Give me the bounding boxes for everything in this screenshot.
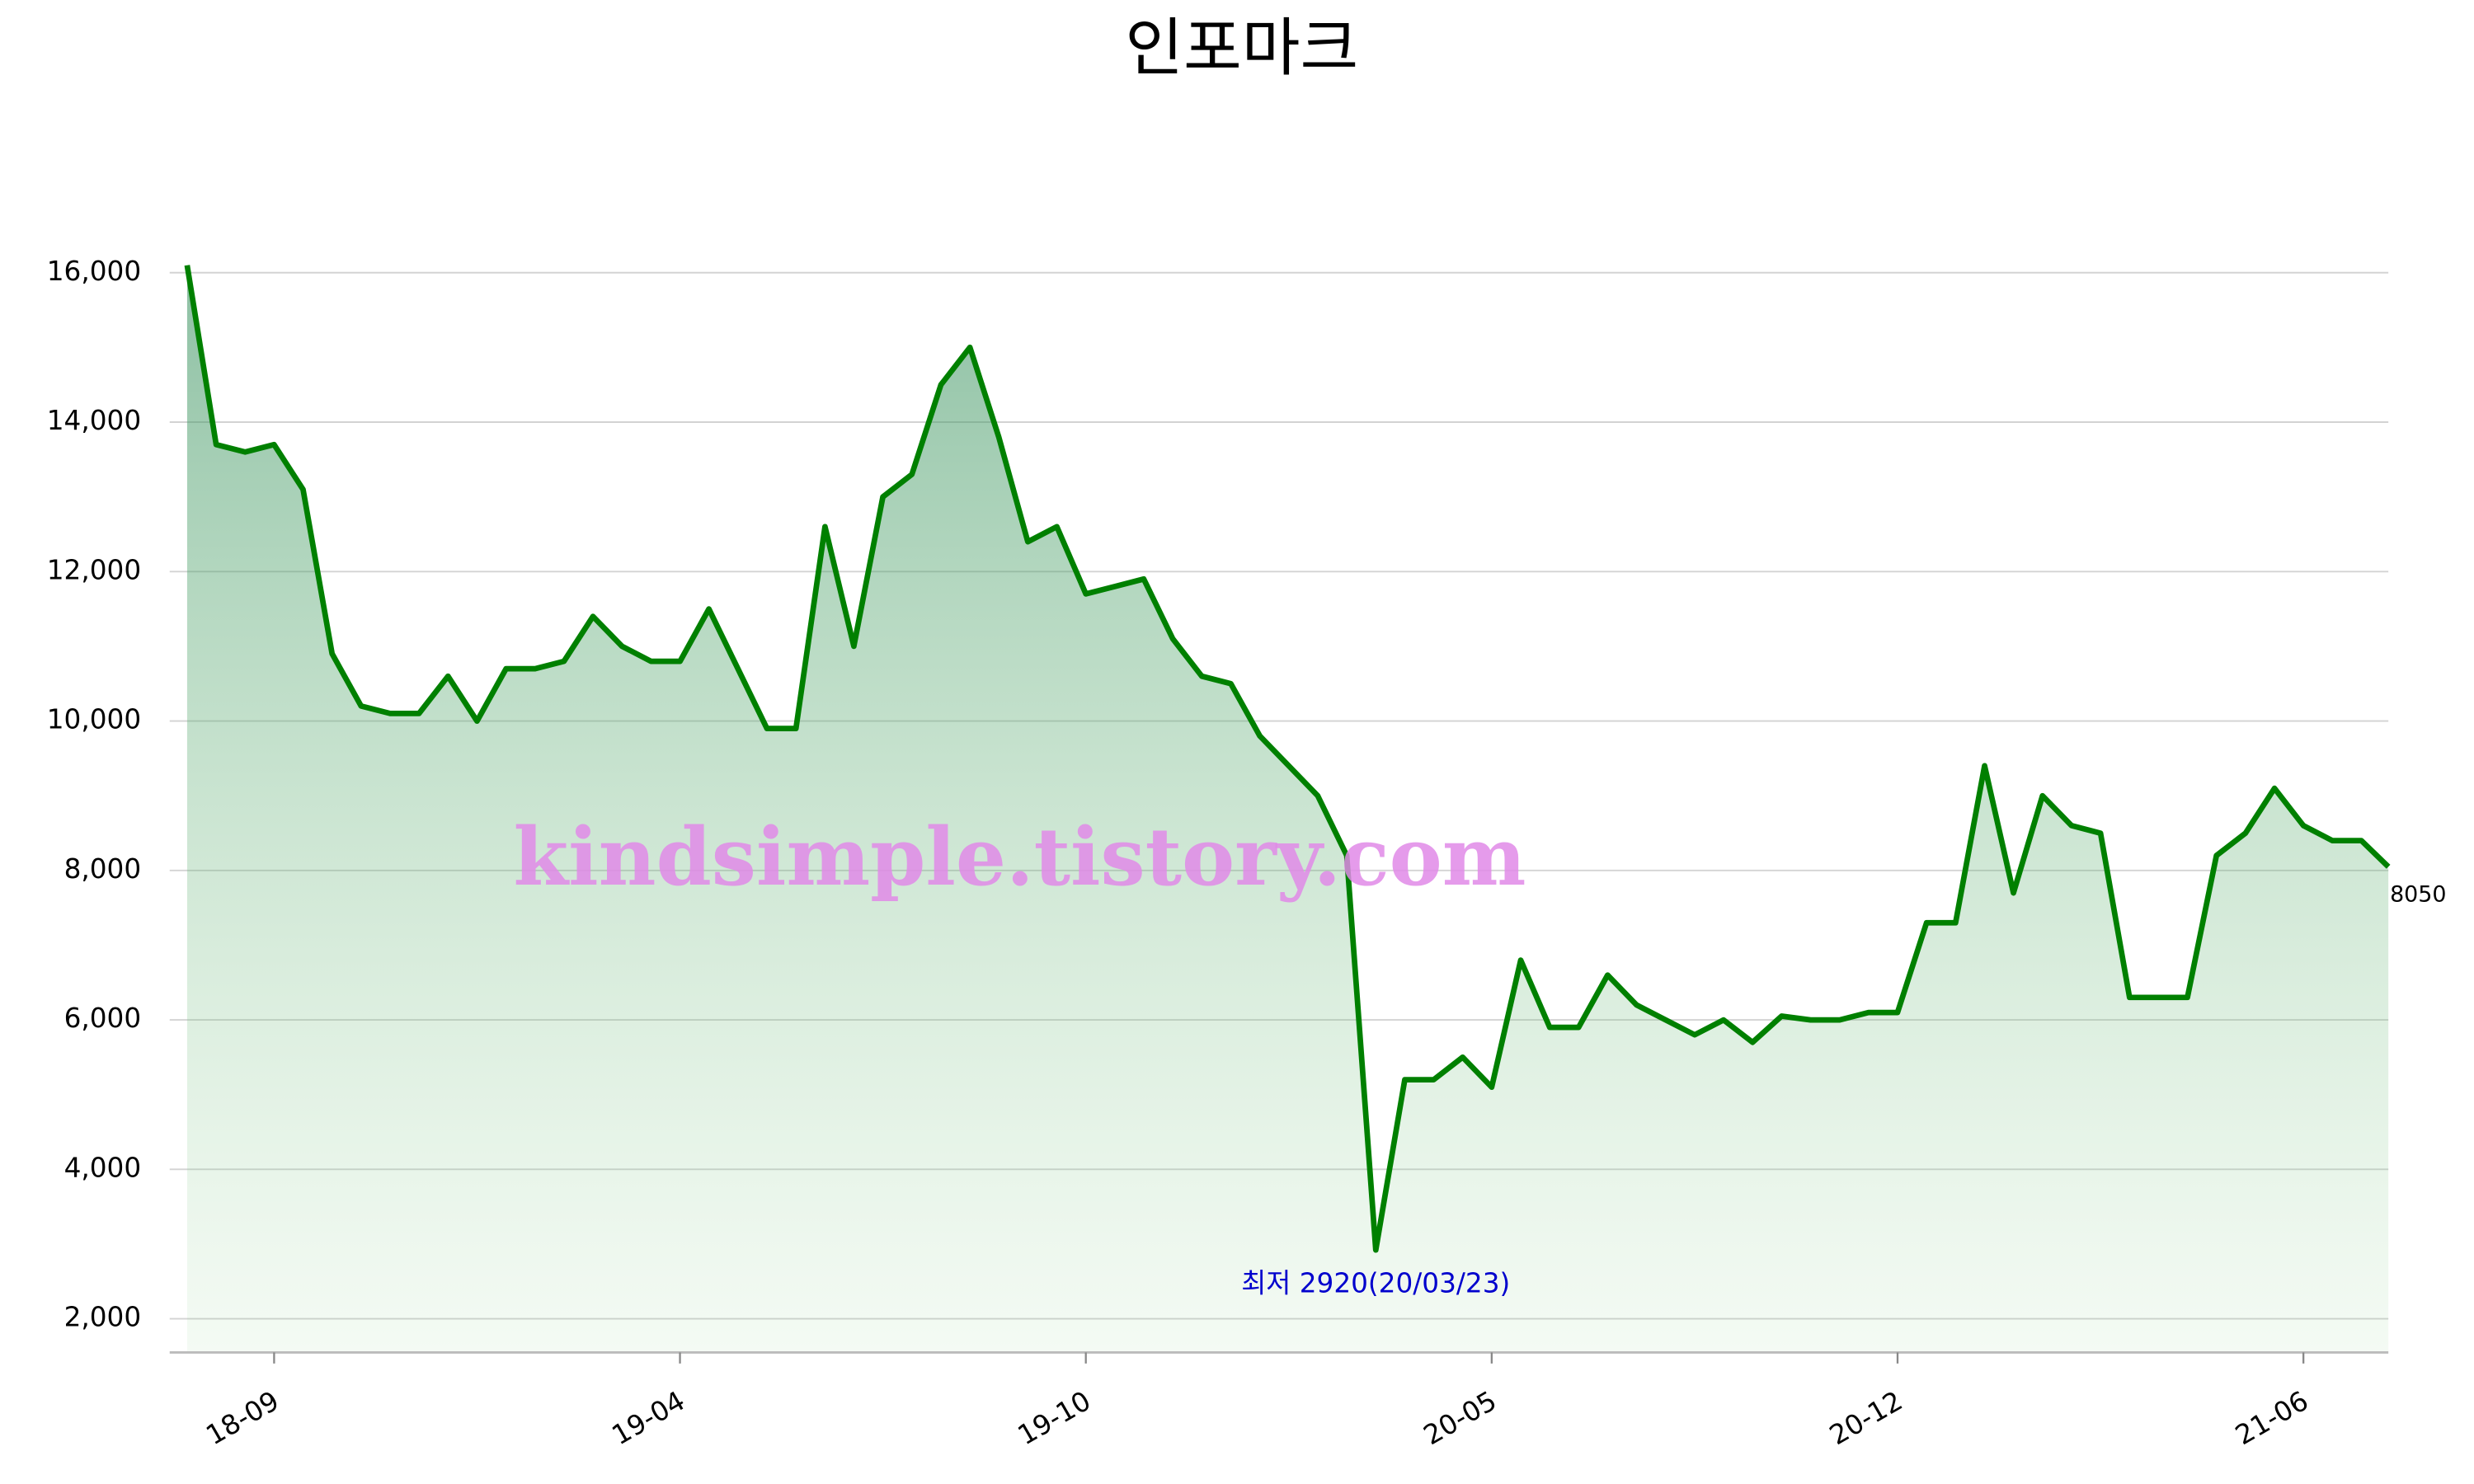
watermark: kindsimple.tistory.com — [514, 810, 1526, 904]
y-tick-label: 2,000 — [64, 1302, 142, 1333]
y-tick-label: 10,000 — [47, 704, 141, 735]
y-tick-label: 4,000 — [64, 1152, 142, 1183]
y-tick-label: 14,000 — [47, 405, 141, 436]
x-tick-label: 18-09 — [200, 1385, 284, 1451]
last-value-label: 8050 — [2390, 881, 2446, 907]
chart-title: 인포마크 — [1125, 12, 1358, 85]
y-tick-label: 6,000 — [64, 1003, 142, 1034]
x-tick-label: 21-06 — [2230, 1385, 2313, 1451]
x-tick-label: 19-10 — [1013, 1385, 1096, 1451]
y-tick-label: 8,000 — [64, 853, 142, 885]
x-tick-label: 20-05 — [1418, 1385, 1502, 1451]
y-tick-label: 12,000 — [47, 554, 141, 585]
x-tick-label: 19-04 — [607, 1385, 690, 1451]
y-tick-label: 16,000 — [47, 256, 141, 287]
x-tick-label: 20-12 — [1824, 1385, 1907, 1451]
area — [186, 265, 2389, 1353]
min-annotation: 최저 2920(20/03/23) — [1241, 1268, 1510, 1299]
price-line — [184, 265, 2391, 1253]
